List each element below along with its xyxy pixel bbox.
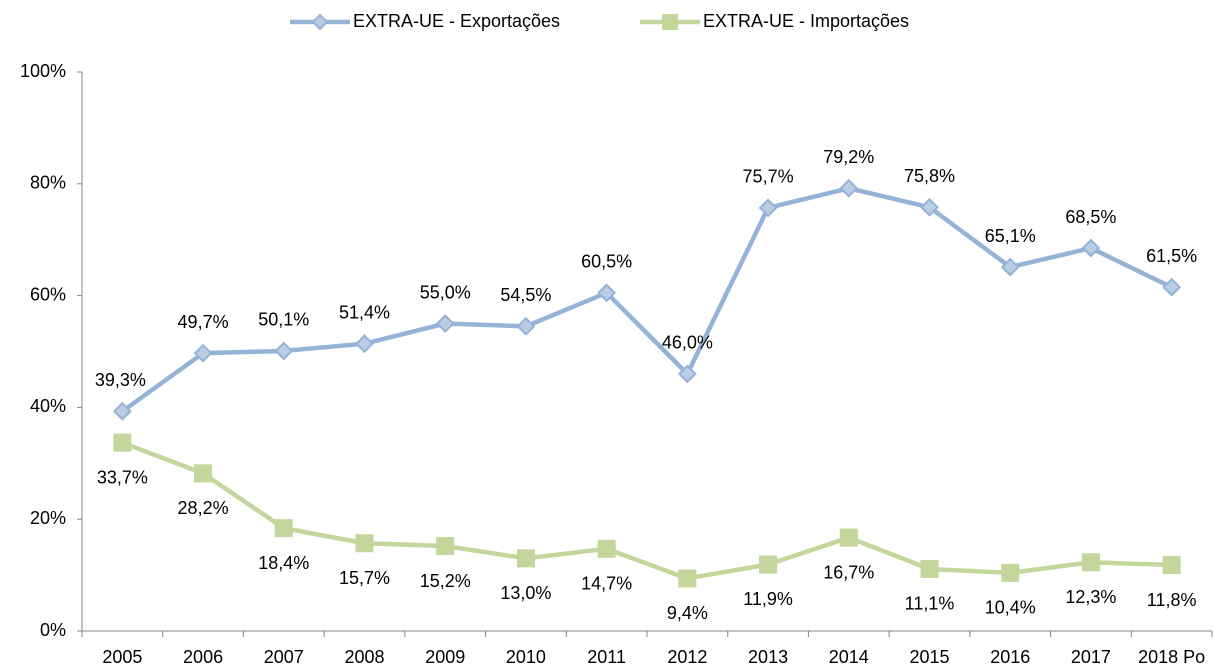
data-label: 10,4% (985, 598, 1036, 618)
data-point (1162, 556, 1181, 575)
y-tick-label: 20% (30, 508, 66, 528)
y-tick-label: 80% (30, 173, 66, 193)
data-point (839, 528, 858, 547)
data-label: 54,5% (500, 285, 551, 305)
data-label: 11,1% (905, 594, 955, 614)
y-tick-label: 0% (40, 620, 66, 640)
data-label: 61,5% (1146, 246, 1197, 266)
series-line (121, 186, 1173, 414)
data-label: 51,4% (339, 302, 390, 322)
data-point (435, 314, 455, 333)
y-tick-label: 100% (20, 61, 66, 81)
data-label: 9,4% (667, 603, 708, 623)
data-point (112, 401, 132, 421)
x-tick-label: 2012 (667, 647, 707, 667)
data-label: 18,4% (258, 553, 309, 573)
data-label: 15,7% (339, 568, 390, 588)
x-tick-label: 2013 (748, 647, 788, 667)
data-point (193, 343, 213, 363)
legend-label: EXTRA-UE - Exportações (353, 11, 560, 31)
data-point (677, 364, 697, 384)
x-tick-label: 2016 (990, 647, 1030, 667)
data-label: 49,7% (178, 312, 229, 332)
data-label: 16,7% (823, 562, 874, 582)
data-label: 55,0% (420, 282, 471, 302)
x-tick-label: 2017 (1071, 647, 1111, 667)
data-point (355, 534, 374, 553)
data-point (436, 537, 455, 556)
data-label: 65,1% (985, 226, 1036, 246)
data-label: 11,9% (743, 589, 793, 609)
data-label: 12,3% (1065, 587, 1116, 607)
data-label: 75,8% (904, 166, 955, 186)
legend-marker (662, 14, 678, 30)
data-point (597, 283, 617, 303)
data-point (758, 198, 778, 218)
x-tick-label: 2015 (909, 647, 949, 667)
x-tick-label: 2018 Po (1138, 647, 1205, 667)
data-point (1081, 553, 1100, 572)
data-point (920, 559, 939, 578)
data-point (516, 316, 536, 336)
data-point (113, 433, 132, 452)
x-tick-label: 2005 (102, 647, 142, 667)
data-label: 46,0% (662, 333, 713, 353)
x-tick-label: 2010 (506, 647, 546, 667)
data-point (516, 549, 535, 568)
y-tick-label: 60% (30, 284, 66, 304)
data-label: 11,8% (1147, 590, 1197, 610)
data-point (839, 178, 859, 198)
data-label: 13,0% (500, 583, 551, 603)
y-tick-label: 40% (30, 396, 66, 416)
data-label: 79,2% (823, 147, 874, 167)
data-label: 14,7% (581, 574, 632, 594)
data-label: 15,2% (420, 571, 471, 591)
x-tick-label: 2008 (344, 647, 384, 667)
data-label: 68,5% (1065, 207, 1116, 227)
data-label: 50,1% (258, 310, 309, 330)
x-tick-label: 2014 (829, 647, 869, 667)
data-point (759, 555, 778, 574)
data-point (1081, 238, 1101, 258)
x-tick-label: 2006 (183, 647, 223, 667)
data-point (1001, 563, 1020, 582)
data-point (678, 569, 697, 588)
series-line (121, 440, 1172, 581)
data-label: 28,2% (178, 498, 229, 518)
x-tick-label: 2007 (264, 647, 304, 667)
data-label: 75,7% (743, 167, 794, 187)
data-point (274, 341, 294, 361)
data-point (597, 539, 616, 558)
x-tick-label: 2011 (587, 647, 626, 667)
data-point (274, 519, 293, 538)
x-tick-label: 2009 (425, 647, 465, 667)
data-point (1162, 277, 1182, 297)
data-label: 33,7% (97, 467, 148, 487)
data-label: 39,3% (95, 370, 146, 390)
data-point (355, 334, 374, 354)
legend-label: EXTRA-UE - Importações (703, 11, 909, 31)
data-point (194, 464, 213, 483)
data-point (1000, 257, 1020, 277)
data-point (920, 197, 939, 217)
data-label: 60,5% (581, 252, 632, 272)
legend-marker (311, 13, 329, 31)
